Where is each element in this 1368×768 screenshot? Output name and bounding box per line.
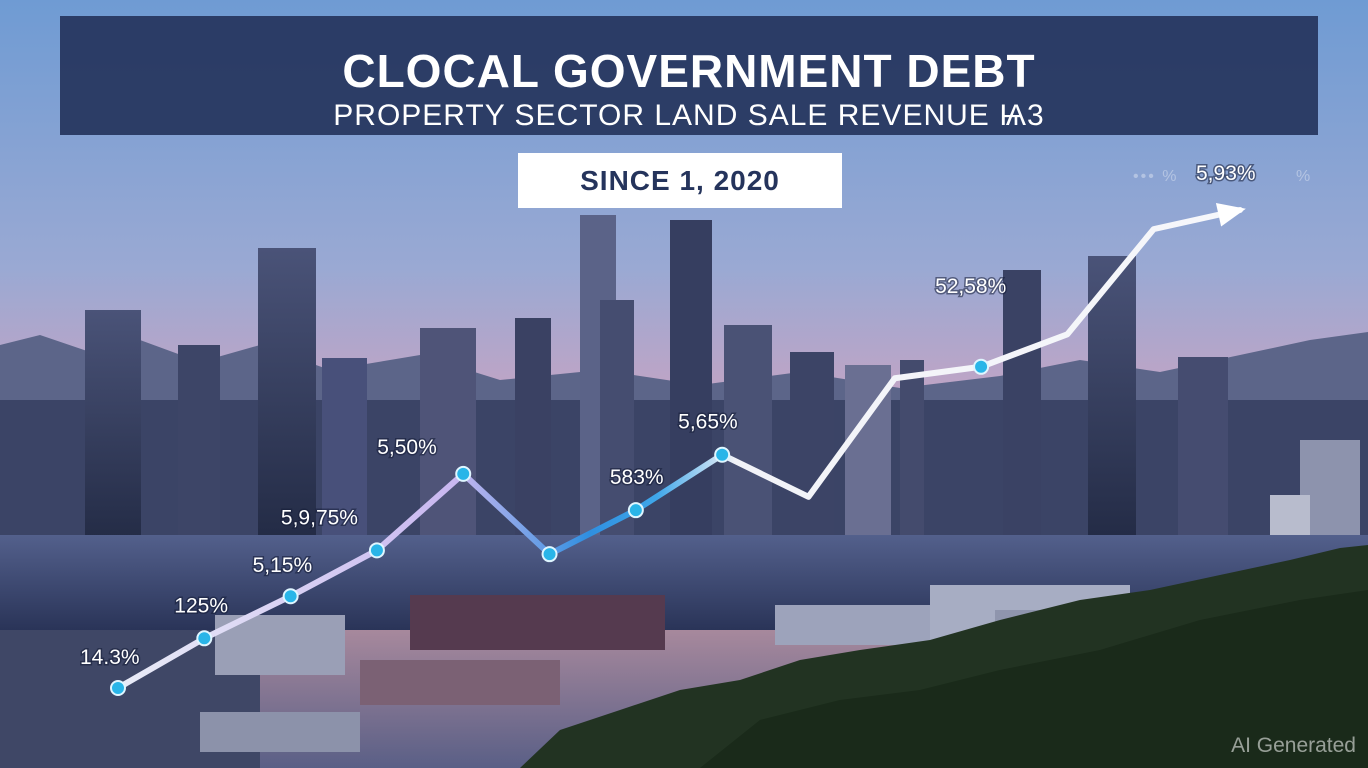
data-label-6: 583%	[610, 466, 664, 489]
data-label-7: 5,65%	[678, 411, 738, 434]
chart-title: CLOCAL GOVERNMENT DEBT	[342, 45, 1036, 97]
title-banner: CLOCAL GOVERNMENT DEBT PROPERTY SECTOR L…	[60, 16, 1318, 135]
data-label-10: 52,58%	[935, 275, 1006, 298]
since-badge: SINCE 1, 2020	[518, 153, 842, 208]
data-point-5	[541, 546, 558, 563]
chart-subtitle: PROPERTY SECTOR LAND SALE REVENUE Ѩ3	[333, 99, 1045, 132]
trend-arrow-head	[1215, 203, 1246, 227]
faded-label-2: %	[1296, 168, 1313, 185]
data-point-4	[455, 465, 472, 482]
line-chart: 14.3% 125% 5,15% 5,9,75% 5,50% 583% 5,65% 52,58…	[79, 161, 1257, 696]
data-point-10	[973, 358, 990, 375]
data-point-3	[368, 542, 385, 559]
city-skyline	[0, 215, 1368, 575]
foreground-trees-shade	[700, 590, 1368, 768]
data-point-0	[110, 680, 126, 696]
data-point-7	[714, 446, 731, 463]
data-label-0: 14.3%	[80, 646, 140, 669]
data-label-13: 5,93%	[1196, 162, 1256, 185]
ai-generated-watermark: AI Generated	[1231, 734, 1356, 757]
data-label-3: 5,9,75%	[281, 506, 358, 529]
data-point-1	[196, 630, 213, 647]
faded-label-1: ••• %	[1133, 168, 1179, 185]
data-point-6	[627, 502, 644, 519]
series-line	[115, 207, 1243, 691]
data-label-4: 5,50%	[377, 436, 437, 459]
data-label-1: 125%	[174, 594, 228, 617]
data-label-2: 5,15%	[253, 554, 313, 577]
data-point-2	[282, 588, 299, 605]
